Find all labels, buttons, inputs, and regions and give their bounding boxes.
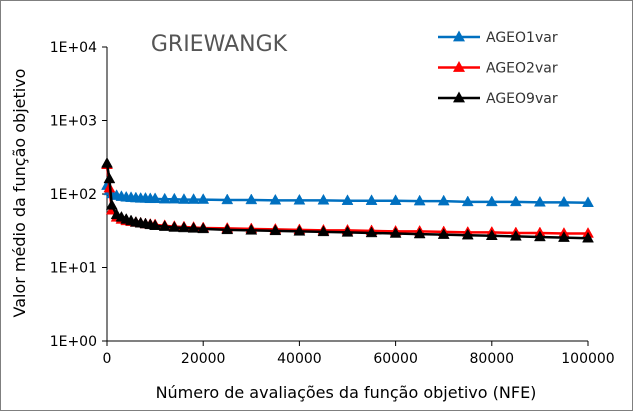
data-point [105,198,118,210]
data-point [293,193,306,205]
x-tick-label: 20000 [181,351,226,367]
legend-marker [453,61,465,72]
data-point [269,224,282,236]
data-point [221,223,234,235]
data-point [317,225,330,237]
x-tick-label: 60000 [373,351,418,367]
data-point [461,195,474,207]
data-point [485,229,498,241]
data-point [149,192,162,204]
legend-label: AGEO2var [486,61,558,77]
legend: AGEO1var AGEO2var AGEO9var [438,30,558,107]
data-point [533,230,546,242]
y-axis-title: Valor médio da função objetivo [10,69,29,318]
x-tick-label: 80000 [470,351,515,367]
data-point [158,192,171,204]
data-point [269,193,282,205]
legend-marker [453,30,465,42]
y-tick-label: 1E+03 [50,114,97,130]
data-point [341,225,354,237]
data-point [558,231,570,242]
data-point [178,221,190,233]
data-point [413,227,426,239]
data-point [461,228,474,240]
data-point [582,196,594,207]
data-point [187,221,200,233]
data-point [533,195,546,207]
x-tick-label: 0 [103,351,112,367]
legend-label: AGEO1var [486,30,558,46]
data-point [168,192,181,204]
y-tick-label: 1E+00 [50,334,97,350]
data-point [149,219,162,230]
data-point [178,193,190,204]
data-point [365,226,378,238]
data-point [221,193,234,205]
data-point [317,193,330,205]
data-point [437,194,450,206]
data-point [485,195,498,207]
data-point [245,223,258,235]
data-point [389,194,402,205]
data-point [365,194,378,205]
x-tick-label: 100000 [561,351,614,367]
data-point [187,193,200,204]
data-point [341,194,354,205]
y-tick-label: 1E+04 [50,40,97,56]
legend-marker [453,91,465,103]
data-point [168,221,181,232]
data-point [509,229,522,241]
plot-area: 1E+00 1E+01 1E+02 1E+03 1E+04 0 20000 40000 6000… [50,40,615,367]
legend-label: AGEO9var [486,91,558,107]
data-point [582,231,594,243]
data-point [158,220,171,231]
data-point [197,193,210,204]
data-point [293,224,306,236]
data-point [413,194,426,206]
data-point [103,172,116,184]
x-axis-title: Número de avaliações da função objetivo … [156,383,537,402]
data-point [245,193,258,205]
y-tick-label: 1E+01 [50,261,97,277]
y-tick-label: 1E+02 [50,187,97,203]
x-tick-label: 40000 [277,351,322,367]
data-point [101,157,113,168]
data-point [509,195,522,207]
data-point [558,195,570,207]
data-point [197,222,210,234]
chart-title: GRIEWANGK [151,32,288,57]
data-point [389,227,402,238]
data-point [437,228,450,239]
